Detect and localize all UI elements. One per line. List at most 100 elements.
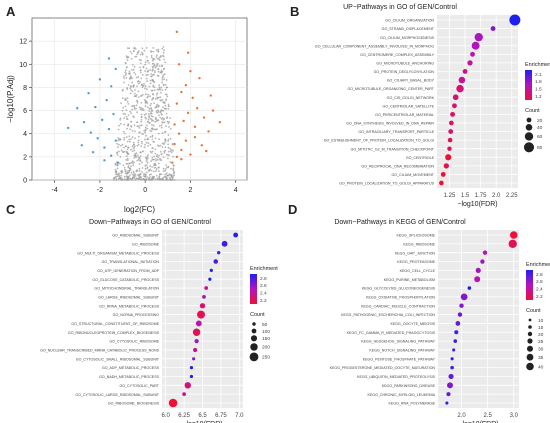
category-label-d: KEGG_PATHOGENIC_ESCHERICHIA_COLI_INFECTI…: [341, 313, 435, 317]
ns-point-a: [154, 152, 157, 155]
ns-point-a: [150, 107, 153, 109]
ns-point-a: [134, 137, 137, 140]
panel-label-b: B: [290, 4, 299, 19]
category-label-b: GO_MITOTIC_G2_M_TRANSITION_CHECKPOINT: [351, 147, 435, 151]
ns-point-a: [115, 176, 117, 178]
ns-point-a: [160, 113, 163, 115]
ns-point-a: [150, 102, 153, 105]
legend-size-label-c: 50: [262, 322, 268, 328]
legend-size-label-d: 35: [538, 355, 544, 361]
ns-point-a: [146, 102, 149, 105]
data-point-d: [509, 231, 518, 239]
up-point-a: [175, 155, 179, 159]
x-tick-label-a: -2: [97, 187, 103, 194]
ns-point-a: [146, 56, 148, 58]
ns-point-a: [152, 47, 155, 49]
ns-point-a: [116, 142, 118, 145]
plot-panel-d: [438, 230, 519, 408]
ns-point-a: [152, 58, 155, 61]
ns-point-a: [158, 65, 161, 68]
ns-point-a: [158, 154, 160, 157]
ns-point-a: [120, 171, 123, 173]
ns-point-a: [166, 166, 168, 169]
ns-point-a: [134, 179, 137, 181]
ns-point-a: [125, 72, 127, 75]
ns-point-a: [165, 112, 168, 115]
ns-point-a: [166, 120, 169, 123]
down-point-a: [114, 67, 117, 71]
ns-point-a: [144, 61, 147, 64]
ns-point-a: [155, 93, 158, 96]
ns-point-a: [119, 138, 122, 141]
ns-point-a: [159, 178, 161, 181]
legend-size-dot-d: [527, 338, 533, 344]
ns-point-a: [137, 154, 139, 157]
ns-point-a: [159, 111, 162, 114]
ns-point-a: [125, 162, 128, 165]
ns-point-a: [151, 127, 154, 130]
ns-point-a: [135, 169, 138, 172]
ns-point-a: [140, 120, 143, 123]
ns-point-a: [116, 167, 119, 170]
ns-point-a: [151, 158, 154, 161]
legend-size-dot-c: [252, 322, 256, 326]
ns-point-a: [124, 98, 126, 101]
ns-point-a: [166, 95, 169, 98]
up-point-a: [186, 111, 190, 115]
ns-point-a: [123, 77, 125, 79]
category-label-d: KEGG_PURINE_METABOLISM: [384, 278, 435, 282]
ns-point-a: [121, 109, 124, 112]
category-label-c: GO_RIBOSOME: [132, 242, 160, 246]
ns-point-a: [145, 113, 148, 115]
legend-size-dot-b: [525, 124, 533, 131]
ns-point-a: [153, 162, 156, 165]
ns-point-a: [153, 86, 156, 89]
category-label-d: KEGG_FC_GAMMA_R_MEDIATED_PHAGOCYTOSIS: [347, 331, 436, 335]
ns-point-a: [123, 136, 126, 139]
ns-point-a: [155, 49, 158, 52]
ns-point-a: [162, 121, 164, 124]
ns-point-a: [132, 50, 135, 52]
ns-point-a: [134, 130, 136, 133]
ns-point-a: [165, 153, 168, 156]
ns-point-a: [152, 62, 155, 65]
ns-point-a: [133, 156, 136, 159]
ns-point-a: [130, 148, 132, 151]
ns-point-a: [149, 112, 152, 115]
ns-point-a: [172, 168, 175, 171]
ns-point-a: [117, 137, 120, 139]
up-point-a: [191, 96, 194, 100]
ns-point-a: [132, 172, 135, 174]
ns-point-a: [137, 96, 140, 98]
ns-point-a: [164, 138, 166, 141]
ns-point-a: [164, 140, 167, 143]
ns-point-a: [134, 175, 137, 177]
data-point-d: [467, 286, 472, 290]
ns-point-a: [162, 76, 164, 78]
ns-point-a: [162, 170, 165, 172]
ns-point-a: [125, 115, 128, 118]
ns-point-a: [157, 162, 160, 165]
ns-point-a: [161, 98, 164, 101]
ns-point-a: [138, 127, 141, 129]
colorbar-tick-label-b: 1.8: [535, 79, 542, 85]
ns-point-a: [167, 138, 170, 141]
ns-point-a: [165, 99, 167, 102]
ns-point-a: [150, 160, 153, 163]
x-tick-label-d: 2.0: [457, 413, 466, 419]
ns-point-a: [137, 135, 140, 138]
ns-point-a: [154, 178, 157, 181]
legend-size-label-d: 10: [538, 318, 544, 324]
legend-size-dot-b: [523, 142, 535, 153]
data-point-d: [447, 382, 454, 389]
ns-point-a: [130, 120, 133, 123]
ns-point-a: [144, 87, 146, 90]
y-tick-label-a: 2: [23, 154, 27, 161]
ns-point-a: [137, 82, 140, 85]
ns-point-a: [138, 174, 141, 177]
ns-point-a: [126, 47, 129, 49]
ns-point-a: [129, 92, 132, 95]
ns-point-a: [164, 61, 167, 64]
ns-point-a: [144, 175, 147, 178]
